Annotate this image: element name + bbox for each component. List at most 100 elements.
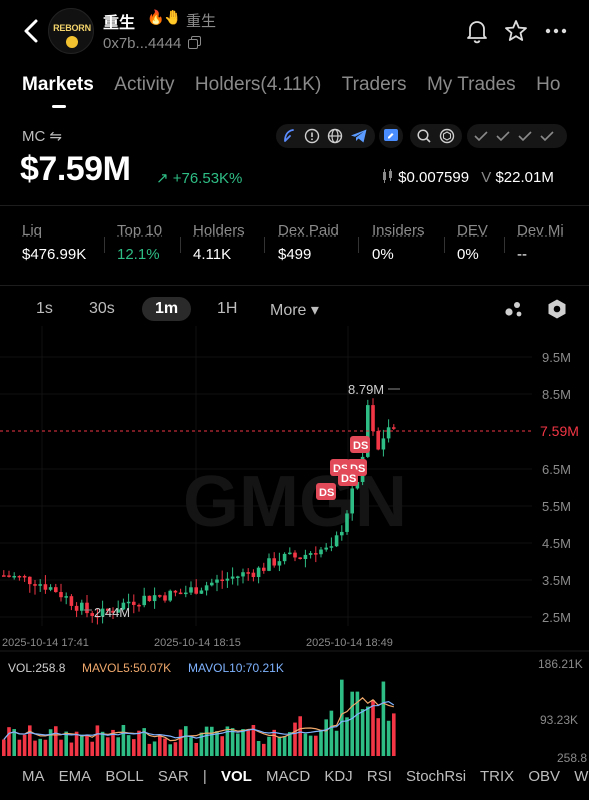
token-subname: 重生 <box>186 13 217 30</box>
candle <box>392 427 396 429</box>
indicator-macd[interactable]: MACD <box>266 768 311 785</box>
ds-marker-label: DS <box>319 487 334 499</box>
stat-separator <box>358 237 359 253</box>
stat-key: Dev Mi <box>517 222 564 239</box>
candle <box>293 552 297 558</box>
candle <box>225 578 230 581</box>
indicator-stochrsi[interactable]: StochRsi <box>406 768 467 785</box>
candle <box>251 572 256 578</box>
volume-bar <box>262 743 266 756</box>
volume-bar <box>158 734 162 756</box>
candle <box>277 561 282 566</box>
volume-bar <box>69 742 74 756</box>
tab-my-trades[interactable]: My Trades <box>426 74 516 95</box>
candle <box>230 576 235 579</box>
stat-holders[interactable]: Holders 4.11K <box>193 222 245 263</box>
contract-address[interactable]: 0x7b...4444 <box>103 35 201 52</box>
tab-activity[interactable]: Activity <box>114 74 175 95</box>
volume-bar <box>210 726 214 756</box>
volume-bar <box>251 724 256 756</box>
back-arrow-icon[interactable] <box>18 14 46 48</box>
star-icon[interactable] <box>503 18 529 44</box>
stat-value: 4.11K <box>193 246 232 263</box>
volume-bar <box>360 709 365 756</box>
indicator-bar: MA EMA BOLL SAR | VOL MACD KDJ RSI Stoch… <box>22 768 589 785</box>
indicator-boll[interactable]: BOLL <box>105 768 144 785</box>
indicator-wr[interactable]: WR <box>574 768 589 785</box>
indicator-ma[interactable]: MA <box>22 768 45 785</box>
more-menu-icon[interactable] <box>543 18 569 44</box>
timeframe-1h[interactable]: 1H <box>217 300 238 317</box>
stat-top10[interactable]: Top 10 12.1% <box>117 222 162 263</box>
feather-icon[interactable] <box>281 128 297 144</box>
globe-icon[interactable] <box>327 128 343 144</box>
stat-dev-migrations[interactable]: Dev Mi -- <box>517 222 564 263</box>
timeframe-1s[interactable]: 1s <box>36 300 53 317</box>
ds-trade-marker: DS <box>350 436 370 453</box>
indicator-vol[interactable]: VOL <box>220 768 252 785</box>
candle <box>48 587 53 590</box>
indicator-obv[interactable]: OBV <box>528 768 561 785</box>
candle <box>147 595 152 602</box>
tab-traders[interactable]: Traders <box>341 74 407 95</box>
candle <box>184 592 188 595</box>
x-tick: 2025-10-14 18:49 <box>306 637 393 649</box>
stat-separator <box>504 237 505 253</box>
volume-bar <box>17 739 22 756</box>
cube-icon[interactable] <box>439 128 455 144</box>
stat-dev[interactable]: DEV 0% <box>457 222 488 263</box>
volume-bar <box>33 740 37 756</box>
volume-bar <box>163 738 167 756</box>
volume-bar <box>350 691 354 756</box>
volume-bar <box>386 720 391 756</box>
indicator-kdj[interactable]: KDJ <box>324 768 353 785</box>
search-tools-group <box>410 124 462 148</box>
tab-markets[interactable]: Markets <box>22 74 94 95</box>
timeframe-30s[interactable]: 30s <box>89 300 115 317</box>
stat-separator <box>180 237 181 253</box>
volume-bar <box>324 719 328 756</box>
volume-bar <box>100 731 105 756</box>
chart-settings-icon[interactable] <box>546 298 568 320</box>
volume-bar <box>48 729 53 756</box>
indicator-sar[interactable]: SAR <box>157 768 189 785</box>
twitter-edit-icon[interactable] <box>383 128 399 144</box>
telegram-icon[interactable] <box>350 128 368 144</box>
indicator-ema[interactable]: EMA <box>58 768 92 785</box>
candle <box>28 576 32 585</box>
stat-liq[interactable]: Liq $476.99K <box>22 222 86 263</box>
token-avatar[interactable]: REBORN <box>48 8 94 54</box>
candle <box>7 575 11 577</box>
stat-dex-paid[interactable]: Dex Paid $499 <box>278 222 339 263</box>
stat-insiders[interactable]: Insiders 0% <box>372 222 425 263</box>
volume-bar <box>38 738 42 756</box>
volume-bar <box>241 729 245 756</box>
volume-bar <box>293 722 297 756</box>
stat-value: 0% <box>372 246 394 263</box>
contract-address-text: 0x7b...4444 <box>103 35 182 52</box>
market-cap-change: ↗ +76.53K% <box>156 170 243 187</box>
tab-holders[interactable]: Holders(4.11K) <box>194 74 322 95</box>
bell-icon[interactable] <box>464 18 490 44</box>
volume-bar <box>215 731 219 756</box>
mavol10-legend: MAVOL10:70.21K <box>188 661 284 675</box>
indicator-trix[interactable]: TRIX <box>479 768 515 785</box>
timeframe-more[interactable]: More ▾ <box>270 302 319 319</box>
timeframe-1m[interactable]: 1m <box>142 297 192 321</box>
tab-more-cut[interactable]: Ho <box>536 74 561 95</box>
drawing-tools-icon[interactable] <box>503 298 525 320</box>
volume-bar <box>288 732 292 756</box>
candle <box>308 553 313 555</box>
stat-separator <box>104 237 105 253</box>
volume-bar <box>392 713 396 756</box>
market-cap-label[interactable]: MC ⇋ <box>22 128 63 145</box>
vol-tick: 258.8 <box>557 751 587 765</box>
search-icon[interactable] <box>416 128 432 144</box>
indicator-rsi[interactable]: RSI <box>366 768 392 785</box>
volume-bar <box>43 739 48 756</box>
section-divider <box>0 285 589 286</box>
copy-icon[interactable] <box>187 36 201 49</box>
candle <box>33 584 37 586</box>
alert-icon[interactable] <box>304 128 320 144</box>
